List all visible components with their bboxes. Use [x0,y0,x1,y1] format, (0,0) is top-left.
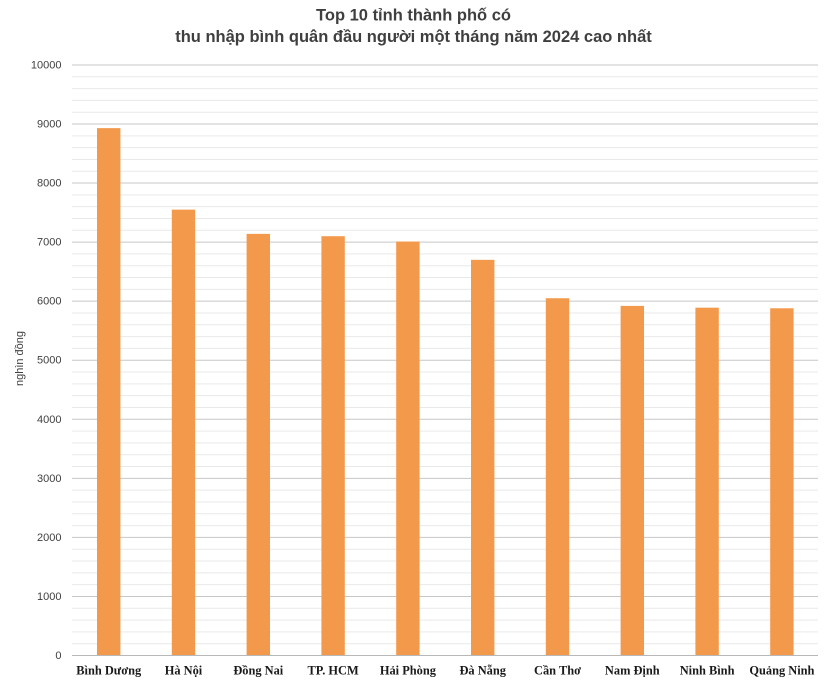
svg-text:Đà Nẵng: Đà Nẵng [459,664,506,678]
svg-text:10000: 10000 [31,59,62,71]
svg-text:Hà Nội: Hà Nội [165,664,203,678]
svg-text:Top 10 tỉnh thành phố có: Top 10 tỉnh thành phố có [316,6,511,24]
svg-text:Bình Dương: Bình Dương [76,664,142,678]
svg-text:nghìn đồng: nghìn đồng [14,331,26,386]
svg-text:0: 0 [55,650,61,662]
svg-text:3000: 3000 [37,473,61,485]
svg-text:6000: 6000 [37,296,61,308]
svg-text:9000: 9000 [37,119,61,131]
svg-text:thu nhập bình quân đầu người m: thu nhập bình quân đầu người một tháng n… [175,28,652,46]
svg-text:Đồng Nai: Đồng Nai [233,664,283,678]
svg-text:Quảng Ninh: Quảng Ninh [749,664,814,678]
svg-text:1000: 1000 [37,591,61,603]
svg-text:Ninh Bình: Ninh Bình [680,664,735,678]
svg-text:7000: 7000 [37,237,61,249]
svg-text:Nam Định: Nam Định [605,664,660,678]
svg-text:4000: 4000 [37,414,61,426]
svg-text:TP. HCM: TP. HCM [308,664,359,678]
svg-text:Cần Thơ: Cần Thơ [534,664,581,678]
svg-text:8000: 8000 [37,178,61,190]
svg-text:Hải Phòng: Hải Phòng [380,664,437,678]
svg-text:5000: 5000 [37,355,61,367]
svg-text:2000: 2000 [37,532,61,544]
